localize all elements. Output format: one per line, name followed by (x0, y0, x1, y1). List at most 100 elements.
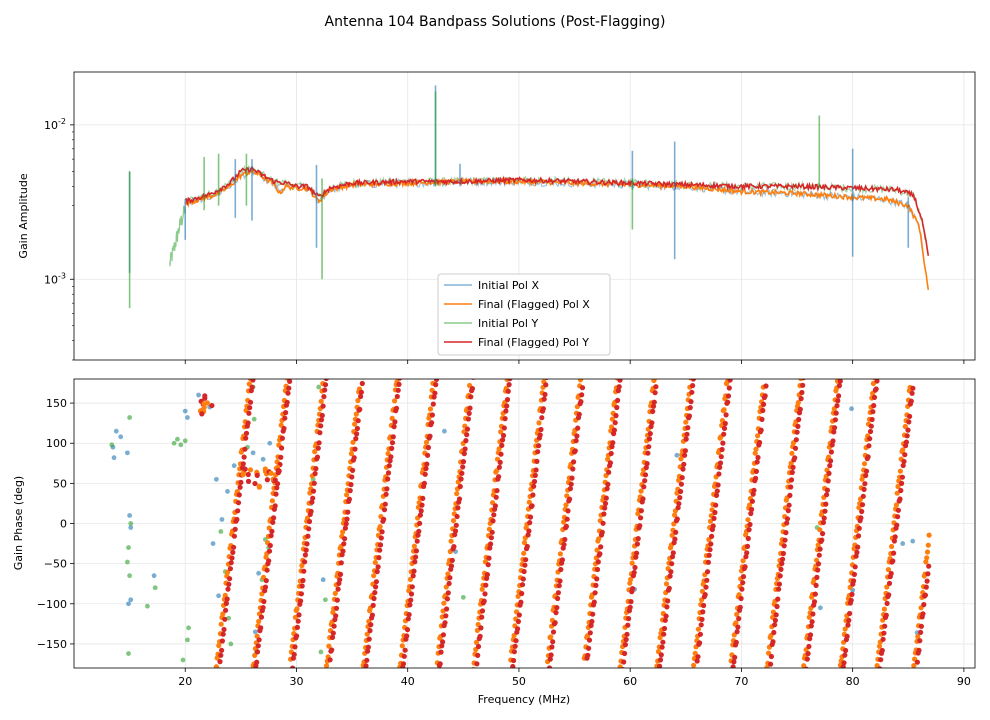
final-pol-y-phase-point (904, 433, 910, 439)
final-pol-y-phase-point (698, 622, 704, 628)
final-pol-y-phase-point (593, 582, 599, 589)
phase-xtick-label: 40 (401, 675, 415, 688)
final-pol-y-phase-point (780, 556, 786, 562)
final-pol-x-phase-point (806, 614, 812, 620)
final-pol-y-phase-point (880, 636, 886, 642)
final-pol-y-phase-point (503, 408, 509, 414)
initial-pol-x-point (210, 541, 216, 546)
final-pol-y-phase-point (417, 520, 423, 527)
final-pol-x-phase-point (876, 643, 883, 649)
phase-ytick-label: −100 (37, 598, 67, 611)
final-pol-y-phase-point (773, 612, 779, 618)
final-pol-y-phase-point (635, 536, 641, 542)
final-pol-y-phase-point (727, 379, 733, 383)
final-pol-y-phase-point (372, 590, 378, 596)
final-pol-y-phase-point (437, 661, 443, 667)
final-pol-y-phase-point (860, 493, 866, 499)
final-pol-y-phase-point (464, 432, 470, 438)
final-pol-y-phase-point (652, 390, 658, 396)
final-pol-y-phase-point (559, 557, 566, 563)
final-pol-y-phase-point (376, 555, 382, 561)
final-pol-y-phase-point (309, 499, 315, 505)
final-pol-y-phase-point (721, 431, 727, 437)
initial-pol-x-point (250, 450, 256, 456)
final-pol-y-phase-point (521, 568, 527, 575)
final-pol-y-phase-point (355, 418, 361, 424)
final-pol-y-phase-point (298, 591, 304, 597)
final-pol-y-phase-point (429, 420, 435, 426)
phase-y-ticks: −150 −100 −50 0 50 100 150 (37, 397, 74, 651)
final-pol-x-phase-point (669, 532, 675, 538)
initial-pol-y-point (145, 603, 150, 609)
final-pol-y-phase-point (285, 390, 291, 396)
final-pol-y-phase-point (343, 521, 349, 527)
final-pol-y-phase-point (308, 508, 314, 514)
initial-pol-y-point (228, 641, 234, 647)
final-pol-y-phase-point (228, 560, 234, 566)
final-pol-y-phase-point (279, 445, 285, 451)
final-pol-y-phase-point (843, 647, 849, 654)
final-pol-y-phase-point (891, 538, 898, 544)
final-pol-y-phase-point (389, 440, 396, 446)
final-pol-y-phase-point (764, 374, 769, 379)
final-pol-y-phase-point (442, 620, 448, 626)
final-pol-x-phase-point (321, 374, 326, 379)
xlabel: Frequency (MHz) (478, 693, 570, 706)
final-pol-y-phase-point (278, 454, 284, 460)
final-pol-y-phase-point (377, 547, 383, 553)
final-pol-y-phase-point (499, 442, 505, 448)
final-pol-y-phase-point (282, 415, 288, 421)
final-pol-y-phase-point (576, 411, 582, 417)
final-pol-y-phase-point (425, 444, 431, 451)
final-pol-y-phase-point (607, 460, 614, 466)
final-pol-y-phase-point (695, 667, 698, 668)
final-pol-y-phase-point (516, 612, 522, 618)
final-pol-y-phase-point (448, 563, 455, 569)
final-pol-y-phase-point (310, 488, 317, 494)
final-pol-x-phase-point (323, 663, 330, 668)
final-pol-y-phase-point (717, 464, 723, 470)
final-pol-y-phase-point (603, 495, 609, 501)
final-pol-x-phase-point (695, 626, 702, 632)
final-pol-y-phase-point (772, 622, 778, 628)
final-pol-y-phase-point (809, 619, 815, 625)
final-pol-y-phase-point (703, 584, 709, 590)
final-pol-y-phase-point (519, 582, 526, 588)
final-pol-y-phase-point (874, 379, 880, 384)
final-pol-y-phase-point (405, 616, 411, 622)
final-pol-y-phase-point (520, 576, 526, 582)
final-pol-y-phase-point (540, 406, 547, 412)
final-pol-y-phase-point (414, 538, 420, 544)
final-pol-x-phase-point (423, 439, 430, 445)
final-pol-y-phase-point (416, 528, 422, 535)
initial-pol-x-point (124, 450, 130, 456)
final-pol-y-phase-point (329, 647, 335, 653)
final-pol-y-phase-point (721, 425, 728, 431)
final-pol-y-phase-point (801, 379, 806, 381)
final-pol-y-phase-point (848, 597, 854, 604)
final-pol-y-phase-point (705, 559, 712, 565)
final-pol-y-phase-point (646, 444, 652, 450)
final-pol-x-phase-point (911, 663, 917, 668)
final-pol-y-phase-point (383, 491, 389, 497)
final-pol-x-phase-point (707, 518, 714, 524)
amplitude-ylabel: Gain Amplitude (17, 173, 30, 258)
final-pol-y-phase-point (837, 379, 843, 384)
final-pol-y-phase-point (504, 403, 510, 409)
final-pol-x-phase-point (536, 420, 542, 426)
final-pol-y-phase-point (409, 584, 415, 590)
final-pol-y-phase-point (527, 514, 534, 520)
final-pol-y-phase-point (555, 590, 562, 596)
initial-pol-y-point (180, 657, 186, 663)
final-pol-y-phase-point (220, 631, 226, 637)
amplitude-ytick-label: 10-3 (44, 271, 66, 286)
final-pol-y-phase-point (725, 399, 731, 405)
final-pol-y-phase-point (302, 559, 308, 565)
final-pol-y-phase-point (599, 529, 605, 535)
final-pol-y-phase-point (830, 438, 836, 444)
final-pol-y-phase-point (664, 604, 670, 610)
final-pol-y-phase-point (610, 440, 616, 446)
final-cluster-point (275, 467, 281, 474)
initial-pol-x-point (910, 538, 916, 544)
final-pol-y-phase-point (235, 508, 241, 514)
